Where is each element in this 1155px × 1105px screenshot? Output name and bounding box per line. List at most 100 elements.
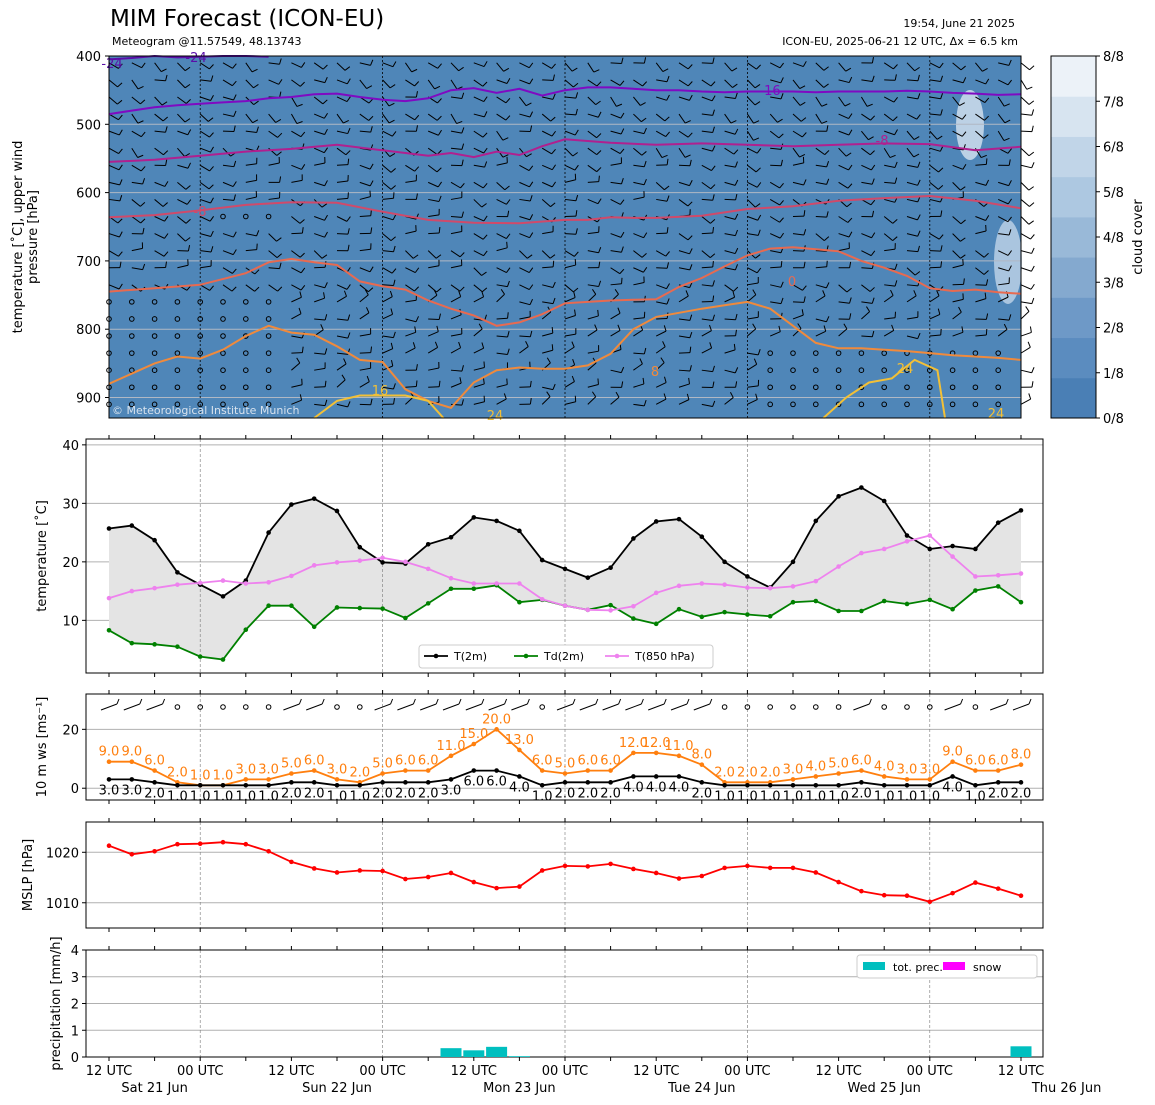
mslp-point bbox=[676, 876, 682, 881]
wind-barb-shaft bbox=[724, 96, 736, 99]
series-td2m-point bbox=[266, 603, 271, 609]
calm-wind-circle bbox=[197, 299, 203, 305]
wind-barb-feather bbox=[388, 102, 395, 107]
wind-barb-shaft bbox=[815, 96, 823, 107]
wind-barb-feather bbox=[232, 249, 237, 255]
wind-barb-shaft bbox=[542, 284, 553, 289]
wind-barb-feather bbox=[208, 184, 214, 190]
wind-barb-feather bbox=[507, 331, 510, 338]
wind-barb-feather bbox=[890, 289, 894, 296]
wind-max-label: 5.0 bbox=[555, 757, 576, 772]
wind-barb-shaft bbox=[268, 233, 277, 242]
x-day-label: Tue 24 Jun bbox=[667, 1081, 735, 1096]
wind-barb-shaft bbox=[815, 62, 825, 71]
series-t850hpa-point bbox=[289, 573, 294, 579]
wind-barb-shaft bbox=[154, 181, 165, 187]
wind-barb-feather bbox=[803, 261, 806, 268]
wind-barb-shaft bbox=[177, 147, 185, 157]
wind-mean-label: 1.0 bbox=[190, 789, 211, 804]
wind-barb-feather bbox=[437, 181, 443, 188]
wind-barb-shaft bbox=[541, 181, 553, 188]
wind-barb-feather bbox=[871, 232, 876, 239]
wind-barb-feather bbox=[525, 340, 529, 347]
wind-barb-shaft bbox=[587, 362, 597, 371]
calm-wind-circle bbox=[995, 350, 1002, 356]
wind-barb-feather bbox=[1028, 186, 1034, 191]
wind-barb-feather bbox=[615, 391, 620, 398]
wind-barb-feather bbox=[165, 126, 168, 133]
wind-barb-shaft bbox=[154, 250, 165, 257]
wind-barb-feather bbox=[390, 342, 394, 349]
wind-barb-feather bbox=[184, 118, 191, 123]
wind-barb-feather bbox=[341, 374, 346, 381]
wind-barb-feather bbox=[552, 260, 555, 267]
calm-wind-circle bbox=[927, 384, 933, 391]
wind-max-point bbox=[927, 777, 933, 782]
legend-swatch bbox=[863, 962, 885, 970]
wind-barb-feather bbox=[662, 68, 669, 73]
wind-mean-point bbox=[380, 780, 385, 785]
calm-wind-circle bbox=[858, 350, 865, 356]
wind-barb-shaft bbox=[131, 113, 139, 124]
wind-barb-shaft bbox=[222, 181, 234, 188]
wind-barb-feather bbox=[323, 147, 329, 153]
wind-barb-shaft bbox=[405, 180, 417, 183]
y-tick-label: 800 bbox=[76, 323, 101, 338]
wind-barb-feather bbox=[1031, 247, 1035, 254]
series-td2m-point bbox=[517, 599, 522, 605]
wind-barb-feather bbox=[370, 398, 373, 405]
wind-mean-label: 1.0 bbox=[897, 789, 918, 804]
wind-barb-shaft bbox=[542, 301, 554, 305]
wind-barb-shaft bbox=[975, 334, 987, 337]
wind-barb-shaft bbox=[336, 352, 348, 355]
wind-barb-feather bbox=[142, 227, 145, 234]
wind-barb-feather bbox=[983, 252, 989, 258]
wind-barb-shaft bbox=[975, 79, 986, 85]
wind-barb-shaft bbox=[633, 233, 644, 239]
calm-wind-circle bbox=[972, 384, 979, 391]
wind-barb-shaft bbox=[587, 147, 598, 156]
series-t2m-point bbox=[585, 575, 591, 580]
wind-barb-shaft bbox=[541, 130, 553, 137]
wind-barb-feather bbox=[507, 210, 510, 217]
wind-barb-shaft bbox=[701, 79, 712, 87]
wind-barb-feather bbox=[598, 280, 602, 287]
wind-barb-feather bbox=[370, 227, 373, 234]
wind-barb-shaft bbox=[291, 267, 302, 274]
wind-barb-shaft bbox=[884, 317, 896, 320]
wind-max-label: 9.0 bbox=[121, 745, 142, 760]
wind-barb-feather bbox=[165, 261, 167, 268]
wind-barb-shaft bbox=[359, 113, 370, 121]
series-td2m-point bbox=[220, 657, 226, 662]
wind-max-point bbox=[904, 777, 910, 782]
wind-barb-feather bbox=[529, 111, 534, 118]
wind-barb-shaft bbox=[587, 231, 599, 235]
wind-barb-shaft bbox=[222, 113, 234, 117]
wind-barb-feather bbox=[256, 126, 259, 133]
calm-wind-circle bbox=[174, 367, 181, 373]
wind-barb-feather bbox=[461, 143, 465, 150]
y-tick-label: 4 bbox=[71, 944, 79, 959]
wind-mean-point bbox=[517, 774, 522, 779]
colorbar-tick-label: 6/8 bbox=[1103, 141, 1124, 156]
wind-barb-feather bbox=[481, 287, 488, 293]
wind-barb-feather bbox=[210, 75, 214, 82]
calm-wind-circle bbox=[858, 401, 865, 408]
wind-barb-feather bbox=[642, 377, 645, 385]
wind-barb-shaft bbox=[496, 384, 508, 388]
wind-barb-shaft bbox=[496, 317, 508, 320]
wind-barb-feather bbox=[504, 698, 508, 705]
series-t850hpa-point bbox=[745, 585, 750, 590]
wind-barb-shaft bbox=[519, 250, 528, 259]
isotherm-24 bbox=[313, 394, 445, 419]
wind-barb-shaft bbox=[359, 294, 369, 303]
isotherm-label: 24 bbox=[487, 409, 504, 424]
wind-mean-label: 1.0 bbox=[737, 789, 758, 804]
wind-barb-shaft bbox=[473, 147, 484, 154]
wind-barb-feather bbox=[689, 281, 693, 288]
wind-barb-feather bbox=[614, 289, 619, 295]
wind-barb-shaft bbox=[268, 267, 280, 270]
wind-barb-shaft bbox=[382, 181, 392, 190]
wind-barb-feather bbox=[298, 307, 302, 314]
wind-barb-feather bbox=[643, 179, 647, 185]
